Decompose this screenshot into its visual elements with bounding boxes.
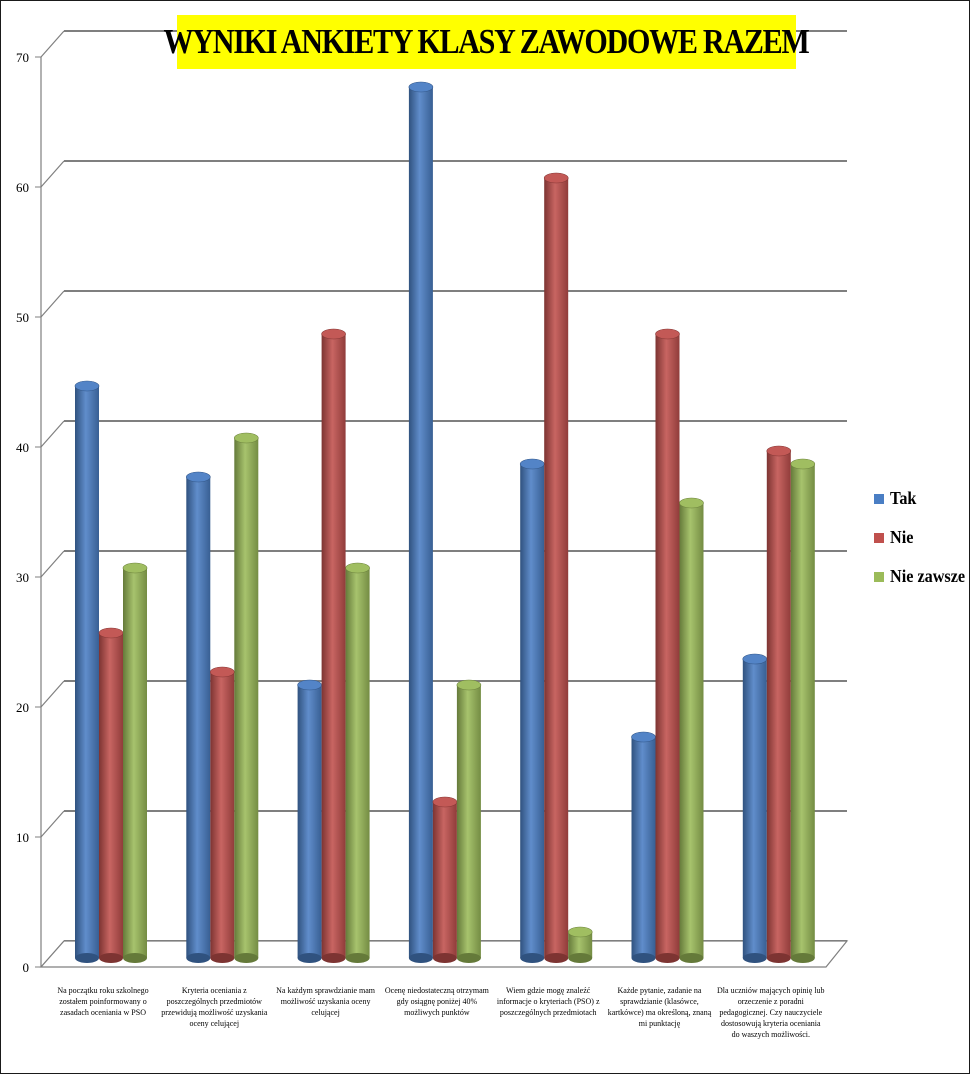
gridline-depth <box>40 160 65 188</box>
bar <box>790 458 816 963</box>
y-tick-label: 40 <box>16 440 29 455</box>
chart-title-box: WYNIKI ANKIETY KLASY ZAWODOWE RAZEM <box>164 15 810 69</box>
x-category-label: Każde pytanie, zadanie na sprawdzianie (… <box>607 986 712 1028</box>
y-tick-labels: 0 10 20 30 40 50 60 70 <box>16 50 29 975</box>
chart-title: WYNIKI ANKIETY KLASY ZAWODOWE RAZEM <box>163 22 810 61</box>
bar <box>456 679 482 963</box>
legend-label: Nie zawsze <box>890 566 966 586</box>
gridline-depth <box>40 680 65 708</box>
bar <box>122 562 148 963</box>
bar <box>345 562 370 963</box>
legend-item: Tak <box>874 488 919 509</box>
legend-label: Tak <box>890 488 917 508</box>
x-category-label: Na każdym sprawdzianie mam możliwość uzy… <box>276 986 376 1017</box>
x-category-label: Ocenę niedostateczną otrzymam gdy osiągn… <box>384 986 489 1017</box>
y-tick-label: 10 <box>16 830 29 845</box>
gridline-depth <box>40 30 65 58</box>
bar <box>655 328 680 963</box>
legend-item: Nie zawsze <box>874 566 972 587</box>
gridline-depth <box>40 810 65 838</box>
legend-item: Nie <box>874 527 916 548</box>
y-tick-label: 30 <box>16 570 29 585</box>
bar <box>543 172 569 963</box>
x-category-label: Dla uczniów mających opinię lub orzeczen… <box>717 986 825 1039</box>
bar <box>234 432 259 963</box>
bar <box>567 926 593 963</box>
bar <box>210 666 235 963</box>
gridline-depth <box>40 550 65 578</box>
legend-swatch <box>874 571 884 582</box>
bars-group <box>74 81 816 963</box>
y-tick-label: 0 <box>23 960 30 975</box>
bar <box>408 81 434 963</box>
legend-swatch <box>874 493 884 504</box>
bar <box>432 796 458 963</box>
legend-label: Nie <box>890 527 914 547</box>
bar <box>321 328 346 963</box>
x-category-label: Na początku roku szkolnego zostałem poin… <box>57 986 149 1017</box>
y-tick-label: 50 <box>16 310 29 325</box>
y-tick-label: 20 <box>16 700 29 715</box>
bar <box>631 731 656 963</box>
bar <box>186 471 211 963</box>
gridline-depth <box>40 420 65 448</box>
bar <box>74 380 100 963</box>
x-category-label: Wiem gdzie mogę znaleźć informacje o kry… <box>496 986 600 1017</box>
bar <box>742 653 768 963</box>
y-tick-label: 60 <box>16 180 29 195</box>
bar <box>297 679 322 963</box>
gridline-depth <box>40 290 65 318</box>
x-category-label: Kryteria oceniania z poszczególnych prze… <box>161 986 268 1028</box>
y-tick-label: 70 <box>16 50 29 65</box>
legend-swatch <box>874 532 884 543</box>
bar <box>98 627 124 963</box>
bar <box>766 445 792 963</box>
bar <box>519 458 545 963</box>
bar <box>679 497 704 963</box>
